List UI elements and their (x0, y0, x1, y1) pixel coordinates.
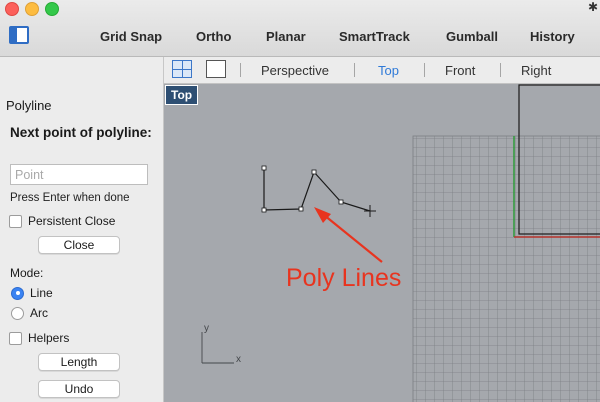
divider (424, 63, 425, 77)
mode-arc-label: Arc (30, 306, 48, 320)
top-toolbar: Grid Snap Ortho Planar SmartTrack Gumbal… (0, 0, 600, 57)
polyline-curve (263, 168, 371, 212)
undo-button[interactable]: Undo (38, 380, 120, 398)
polyline-vertices (261, 165, 344, 213)
top-viewport[interactable]: y x Top Poly Lines (164, 84, 600, 402)
mode-line-option[interactable]: Line (11, 286, 53, 300)
annotation-text: Poly Lines (286, 264, 402, 292)
vertex-handle (298, 206, 304, 212)
tab-perspective[interactable]: Perspective (261, 63, 329, 78)
vertex-handle (261, 207, 267, 213)
mode-line-label: Line (30, 286, 53, 300)
tab-front[interactable]: Front (445, 63, 476, 78)
annotation-arrow-shaft (323, 214, 383, 263)
grid-snap-toggle[interactable]: Grid Snap (100, 29, 163, 44)
vertex-handle (311, 169, 317, 175)
helpers-checkbox[interactable] (9, 331, 22, 345)
mode-label: Mode: (10, 266, 44, 280)
close-window-button[interactable] (5, 2, 19, 16)
persistent-close-label: Persistent Close (28, 214, 116, 228)
annotation-arrow-head (314, 207, 331, 223)
command-title: Polyline (6, 98, 52, 113)
length-button[interactable]: Length (38, 353, 120, 371)
crosshair-cursor (364, 205, 376, 217)
planar-toggle[interactable]: Planar (266, 29, 306, 44)
smarttrack-toggle[interactable]: SmartTrack (339, 29, 410, 44)
rectangle-object (518, 84, 600, 235)
zoom-window-button[interactable] (45, 2, 59, 16)
command-panel: Polyline Next point of polyline: Press E… (0, 57, 164, 402)
viewport-label[interactable]: Top (165, 85, 199, 105)
ortho-toggle[interactable]: Ortho (196, 29, 232, 44)
history-toggle[interactable]: History (530, 29, 575, 44)
construction-grid (412, 135, 600, 402)
single-view-layout-icon[interactable] (206, 60, 226, 78)
persistent-close-checkbox[interactable] (9, 214, 22, 228)
tab-top[interactable]: Top (378, 63, 399, 78)
gumball-toggle[interactable]: Gumball (446, 29, 499, 44)
divider (354, 63, 355, 77)
vertex-handle (261, 165, 267, 171)
divider (500, 63, 501, 77)
persistent-close-option[interactable]: Persistent Close (9, 214, 115, 228)
mode-arc-option[interactable]: Arc (11, 306, 48, 320)
command-hint: Press Enter when done (10, 192, 130, 204)
four-view-layout-icon[interactable] (172, 60, 192, 78)
mode-arc-radio[interactable] (11, 306, 24, 320)
close-button[interactable]: Close (38, 236, 120, 254)
axis-glyph-x-label: x (236, 354, 241, 365)
tab-right[interactable]: Right (521, 63, 552, 78)
axis-glyph-y-label: y (204, 323, 209, 334)
divider (240, 63, 241, 77)
vertex-handle (338, 199, 344, 205)
minimize-window-button[interactable] (25, 2, 39, 16)
viewport-canvas[interactable]: y x (164, 84, 600, 402)
point-input[interactable] (10, 164, 148, 185)
extension-icon[interactable]: ✱ (587, 0, 598, 14)
sidebar-toggle-icon[interactable] (9, 26, 29, 44)
helpers-label: Helpers (28, 331, 70, 345)
command-prompt: Next point of polyline: (10, 125, 152, 140)
mode-line-radio[interactable] (11, 286, 24, 300)
helpers-option[interactable]: Helpers (9, 331, 69, 345)
viewport-tab-bar: Perspective Top Front Right (164, 57, 600, 84)
